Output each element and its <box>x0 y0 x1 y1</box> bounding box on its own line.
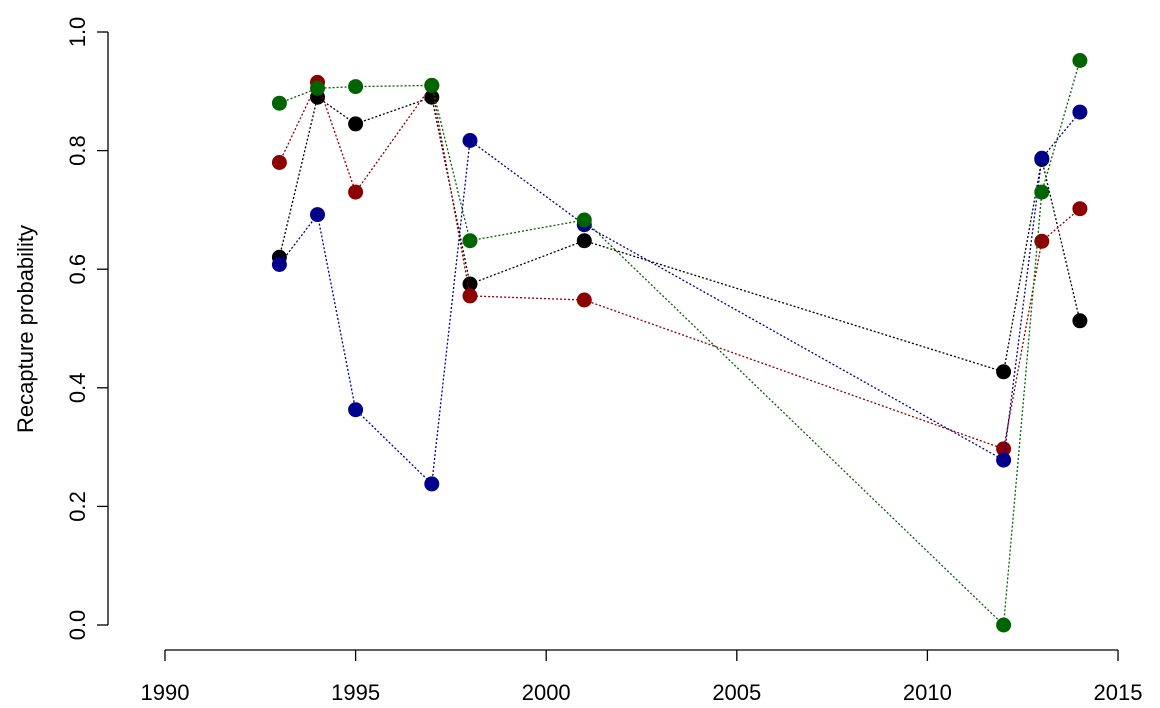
data-point <box>1072 201 1088 217</box>
data-point <box>348 79 364 95</box>
y-tick-label: 0.6 <box>65 254 90 285</box>
data-point <box>310 207 325 223</box>
series-line <box>279 60 1081 627</box>
y-tick-label: 0.4 <box>65 373 90 404</box>
data-point <box>1072 313 1088 329</box>
x-axis: 1990 1995 2000 2005 2010 2015 <box>141 649 1143 705</box>
series-line <box>278 111 1081 486</box>
series-3 <box>271 104 1088 492</box>
x-ticks: 1990 1995 2000 2005 2010 2015 <box>141 650 1143 705</box>
data-point <box>271 155 287 170</box>
x-tick-label: 2000 <box>522 680 571 705</box>
data-point <box>1034 150 1050 166</box>
data-point <box>424 77 440 93</box>
x-tick-label: 1990 <box>141 680 190 705</box>
y-axis-title: Recapture probability <box>13 225 38 433</box>
data-point <box>576 233 592 249</box>
series-4 <box>271 53 1088 633</box>
data-point <box>576 292 592 308</box>
data-point <box>996 441 1012 457</box>
data-point <box>271 257 287 272</box>
x-tick-label: 2005 <box>712 680 761 705</box>
data-point <box>462 288 478 304</box>
series-2 <box>271 74 1088 457</box>
data-point <box>996 617 1012 633</box>
data-point <box>348 402 364 418</box>
x-tick-label: 2015 <box>1094 680 1143 705</box>
data-point <box>1072 53 1088 68</box>
data-point <box>1034 184 1050 200</box>
data-point <box>1072 104 1088 120</box>
data-point <box>348 116 364 132</box>
x-tick-label: 1995 <box>331 680 380 705</box>
x-tick-label: 2010 <box>903 680 952 705</box>
series-1 <box>271 89 1088 380</box>
data-point <box>996 364 1012 380</box>
data-point <box>424 476 440 492</box>
data-point <box>424 89 440 105</box>
series-group <box>271 53 1088 633</box>
data-point <box>310 80 325 96</box>
y-tick-label: 0.2 <box>65 491 90 522</box>
data-point <box>271 95 287 111</box>
data-point <box>576 212 592 228</box>
series-line <box>278 96 1081 373</box>
y-tick-label: 1.0 <box>65 17 90 48</box>
y-tick-label: 0.8 <box>65 135 90 166</box>
data-point <box>1034 233 1050 249</box>
y-tick-label: 0.0 <box>65 610 90 641</box>
data-point <box>462 233 478 249</box>
y-axis: 0.0 0.2 0.4 0.6 0.8 1.0 <box>65 17 109 641</box>
data-point <box>462 133 478 148</box>
data-point <box>462 276 478 292</box>
y-ticks: 0.0 0.2 0.4 0.6 0.8 1.0 <box>65 17 108 641</box>
data-point <box>996 452 1012 468</box>
data-point <box>348 184 364 200</box>
series-line <box>278 80 1081 450</box>
